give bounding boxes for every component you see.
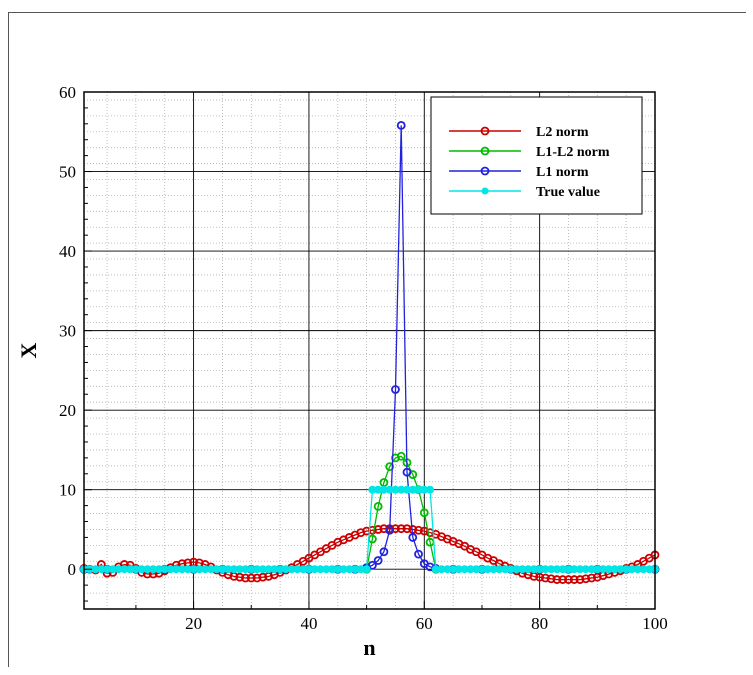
data-point xyxy=(235,572,245,582)
legend-item: L1 norm xyxy=(449,165,589,180)
x-tick-label: 100 xyxy=(642,614,668,633)
data-point xyxy=(241,573,250,583)
data-point xyxy=(391,385,400,394)
y-tick-label: 20 xyxy=(59,401,76,420)
data-point xyxy=(396,451,406,461)
figure-frame xyxy=(8,12,746,667)
legend-label: L1-L2 norm xyxy=(536,145,610,160)
legend-marker xyxy=(481,187,489,195)
data-point xyxy=(367,560,377,570)
data-point xyxy=(402,467,412,477)
x-tick-label: 60 xyxy=(416,614,433,633)
data-point xyxy=(587,573,596,583)
data-point xyxy=(564,575,573,584)
legend-item: L2 norm xyxy=(449,125,589,140)
data-point xyxy=(258,572,268,582)
data-point xyxy=(541,573,550,583)
data-point xyxy=(414,525,423,535)
x-tick-label: 20 xyxy=(185,614,202,633)
legend-item: True value xyxy=(449,185,600,200)
legend-marker xyxy=(480,146,490,156)
data-point xyxy=(552,575,562,584)
data-point xyxy=(535,572,545,582)
data-point xyxy=(396,121,406,130)
series-true-value xyxy=(80,485,659,574)
series-line xyxy=(84,455,655,570)
legend-marker xyxy=(480,166,490,176)
data-point xyxy=(252,573,262,583)
y-tick-label: 0 xyxy=(68,560,77,579)
plot-border xyxy=(83,91,656,610)
legend-item: L1-L2 norm xyxy=(449,145,610,160)
axis-ticks: 20 40 60 80 100 0 10 20 30 40 50 60 xyxy=(59,83,668,633)
data-point xyxy=(569,575,579,584)
data-point xyxy=(546,574,556,584)
data-point xyxy=(379,547,389,557)
data-point xyxy=(581,574,591,584)
data-point xyxy=(414,549,423,559)
data-point xyxy=(396,524,406,534)
data-point xyxy=(362,526,372,536)
series-l1-l2-norm xyxy=(79,451,660,574)
y-tick-label: 40 xyxy=(59,242,76,261)
data-point xyxy=(362,565,371,574)
data-point xyxy=(426,485,435,494)
legend: L2 norm L1-L2 norm L1 norm True value xyxy=(430,96,643,215)
data-point xyxy=(373,501,383,511)
x-axis-label: n xyxy=(363,635,375,660)
data-point xyxy=(575,575,585,584)
x-tick-label: 80 xyxy=(531,614,548,633)
legend-label: L2 norm xyxy=(536,125,589,140)
data-point xyxy=(408,533,418,542)
y-tick-label: 30 xyxy=(59,322,76,341)
data-point xyxy=(373,556,383,565)
y-tick-label: 60 xyxy=(59,83,76,102)
y-tick-label: 50 xyxy=(59,163,76,182)
data-point xyxy=(419,508,429,518)
data-point xyxy=(385,525,395,535)
series-layer xyxy=(79,121,660,584)
legend-label: True value xyxy=(536,185,600,200)
data-point xyxy=(385,462,395,472)
data-point xyxy=(558,575,568,584)
minor-gridlines xyxy=(84,92,655,610)
data-point xyxy=(402,524,412,534)
data-point xyxy=(246,573,256,583)
x-tick-label: 40 xyxy=(300,614,317,633)
legend-marker xyxy=(480,126,490,136)
legend-box xyxy=(430,96,643,215)
y-axis-label: X xyxy=(16,342,41,358)
y-tick-label: 10 xyxy=(59,481,76,500)
legend-label: L1 norm xyxy=(536,165,589,180)
